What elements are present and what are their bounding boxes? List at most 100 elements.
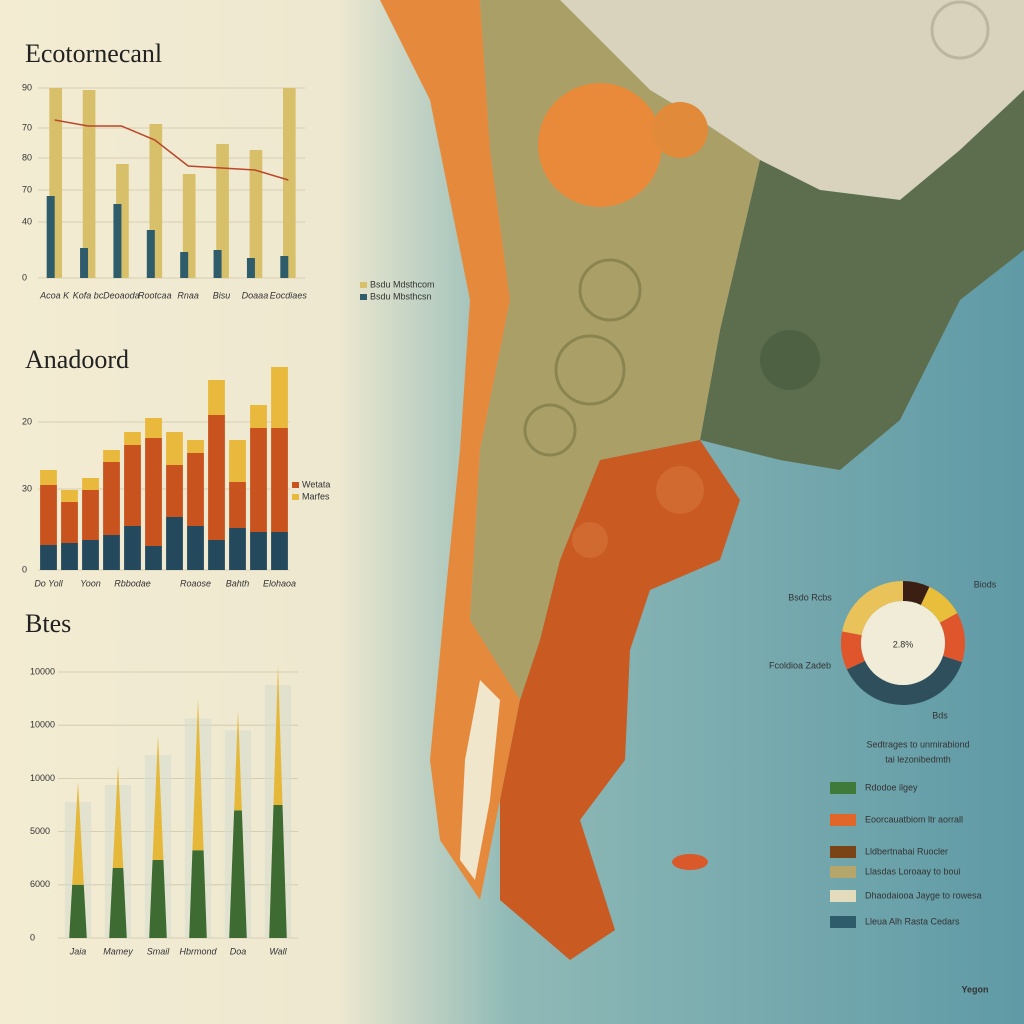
cone-segment: [273, 665, 283, 805]
cone-segment: [72, 781, 84, 885]
legend-swatch: [292, 482, 299, 488]
bar-segment: [82, 478, 99, 490]
donut-center-label: 2.8%: [893, 639, 914, 649]
map-relief: [578, 258, 642, 322]
cone-segment: [149, 860, 167, 938]
line: [54, 119, 289, 181]
map-relief: [930, 0, 990, 60]
bar-segment: [40, 545, 57, 570]
map-island: [672, 854, 708, 870]
y-tick-label: 90: [22, 82, 32, 92]
map-relief: [656, 466, 704, 514]
legend-swatch: [830, 866, 856, 878]
donut-annotation: Bds: [932, 710, 948, 720]
legend-title: Sedtrages to unmirabiond: [866, 739, 969, 749]
footer: Yegon: [961, 984, 988, 994]
x-tick-label: Hbrmond: [179, 946, 217, 956]
x-tick-label: Jaia: [69, 946, 87, 956]
x-tick-label: Rootcaa: [138, 290, 172, 300]
legend-title: tai lezonibedmth: [885, 754, 951, 764]
x-tick-label: Elohaoa: [263, 578, 296, 588]
bar-segment: [250, 428, 267, 532]
bar: [282, 88, 296, 278]
bar-segment: [166, 517, 183, 570]
legend-swatch: [360, 294, 367, 300]
donut-segment: [920, 586, 958, 623]
bar-segment: [229, 440, 246, 482]
cone-segment: [189, 850, 207, 938]
legend-label: Llasdas Loroaay to boui: [865, 866, 961, 876]
bar: [180, 252, 189, 278]
y-tick-label: 5000: [30, 826, 50, 836]
bar-segment: [124, 432, 141, 445]
x-tick-label: Rbbodae: [114, 578, 151, 588]
legend-label: Bsdu Mdsthcom: [370, 279, 435, 289]
x-tick-label: Eocdiaes: [270, 290, 308, 300]
map-relief: [538, 83, 662, 207]
legend-swatch: [830, 814, 856, 826]
legend-label: Eoorcauatbiom ltr aorrall: [865, 814, 963, 824]
cone-segment: [234, 710, 242, 811]
map-strip: [460, 680, 500, 880]
bar-segment: [250, 532, 267, 570]
y-tick-label: 20: [22, 416, 32, 426]
chart-title: Anadoord: [25, 345, 129, 374]
bar-segment: [187, 440, 204, 453]
legend-swatch: [830, 916, 856, 928]
map-region-south: [500, 440, 740, 960]
y-tick-label: 70: [22, 184, 32, 194]
legend-label: Rdodoe ilgey: [865, 782, 918, 792]
bar-segment: [271, 532, 288, 570]
bar-segment: [40, 470, 57, 485]
cone-segment: [69, 884, 87, 938]
bar-segment: [145, 438, 162, 546]
x-tick-label: Roaose: [180, 578, 211, 588]
bar-segment: [271, 367, 288, 428]
bar: [249, 150, 263, 278]
legend-swatch: [830, 890, 856, 902]
bar-segment: [61, 490, 78, 502]
y-tick-label: 0: [22, 272, 27, 282]
cone-segment: [109, 868, 127, 938]
bar-segment: [229, 482, 246, 528]
donut-segment: [846, 655, 962, 706]
bar: [46, 196, 55, 278]
map-region-west: [380, 0, 520, 900]
map-relief: [554, 334, 626, 406]
chart-title: Ecotornecanl: [25, 39, 162, 68]
y-tick-label: 80: [22, 152, 32, 162]
x-tick-label: Mamey: [103, 946, 133, 956]
x-tick-label: Deoaoda: [103, 290, 140, 300]
donut-hole: [861, 601, 945, 685]
x-tick-label: Bahth: [226, 578, 250, 588]
chart-title: Btes: [25, 609, 71, 638]
map-relief: [652, 102, 708, 158]
legend-label: Lldbertnabai Ruocler: [865, 846, 948, 856]
y-tick-label: 40: [22, 216, 32, 226]
bar-segment: [82, 490, 99, 540]
y-tick-label: 70: [22, 122, 32, 132]
x-tick-label: Bisu: [213, 290, 231, 300]
y-tick-label: 10000: [30, 773, 55, 783]
bar: [82, 90, 96, 278]
map-relief: [572, 522, 608, 558]
bar-segment: [187, 453, 204, 526]
bar-segment: [145, 418, 162, 438]
bar: [113, 204, 122, 278]
bar-segment: [166, 465, 183, 517]
x-tick-label: Kofa bc: [73, 290, 104, 300]
legend-label: Wetata: [302, 479, 330, 489]
bar-segment: [145, 546, 162, 570]
bar-segment: [61, 543, 78, 570]
legend-label: Marfes: [302, 491, 330, 501]
bar-segment: [124, 445, 141, 526]
bar-segment: [271, 428, 288, 532]
bar-segment: [82, 540, 99, 570]
donut-segment: [939, 613, 966, 663]
legend-label: Dhaodaiooa Jayge to rowesa: [865, 890, 982, 900]
donut-segment: [903, 581, 930, 605]
cone-segment: [229, 810, 247, 938]
map-region-north: [560, 0, 1024, 200]
y-tick-label: 6000: [30, 879, 50, 889]
donut-segment: [842, 581, 903, 636]
